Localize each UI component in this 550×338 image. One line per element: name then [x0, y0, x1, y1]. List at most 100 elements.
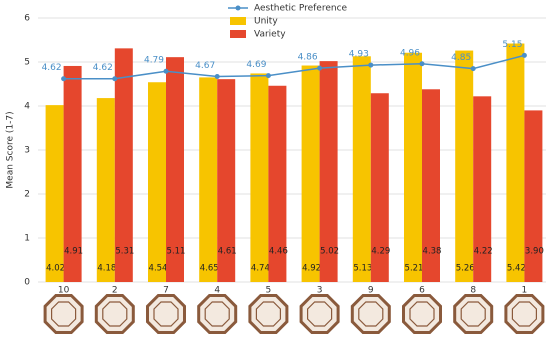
bar	[45, 105, 64, 283]
line-point	[419, 61, 425, 67]
line-value-label: 4.79	[144, 56, 164, 66]
bar	[96, 98, 115, 282]
bar-value-label: 3.90	[525, 247, 544, 257]
bar	[455, 50, 474, 283]
pattern-icon	[248, 294, 289, 334]
legend-label: Unity	[254, 17, 278, 27]
bar-value-label: 4.02	[46, 264, 65, 274]
pattern-icon	[146, 294, 186, 334]
line-point	[368, 62, 374, 68]
bar-value-label: 4.18	[97, 264, 116, 274]
y-tick-label: 5	[24, 58, 30, 68]
line-value-label: 4.96	[400, 48, 420, 58]
x-tick-label: 3	[317, 286, 323, 296]
bar-value-label: 5.13	[353, 264, 372, 274]
bar	[301, 65, 320, 283]
line-value-label: 4.62	[93, 63, 113, 73]
bar	[319, 61, 338, 283]
pattern-icon	[299, 294, 340, 334]
bar-value-label: 4.65	[200, 264, 219, 274]
pattern-icon	[453, 294, 494, 334]
pattern-icon-inner	[153, 301, 179, 327]
bar-value-label: 5.02	[320, 247, 339, 257]
bar	[473, 96, 492, 282]
line-point	[112, 76, 118, 82]
pattern-icon	[402, 294, 442, 334]
pattern-icon-inner	[204, 301, 230, 327]
line-point	[317, 65, 323, 71]
line-point	[163, 68, 169, 74]
pattern-icon-inner	[358, 301, 384, 327]
line	[63, 54, 525, 80]
line-value-label: 4.62	[42, 63, 62, 73]
x-tick-label: 9	[368, 286, 374, 296]
x-tick-label: 7	[163, 286, 169, 296]
bar-value-label: 5.42	[507, 264, 526, 274]
line-value-label: 5.15	[502, 40, 522, 50]
bar	[352, 56, 371, 282]
y-axis-label: Mean Score (1-7)	[6, 111, 16, 188]
line-value-label: 4.85	[451, 53, 471, 63]
bar-value-label: 4.61	[218, 247, 237, 257]
bar-value-label: 4.29	[371, 247, 390, 257]
line-point	[214, 74, 220, 80]
x-tick-label: 8	[470, 286, 476, 296]
legend-label: Variety	[254, 30, 286, 40]
line-point	[521, 52, 527, 58]
bar-value-label: 4.38	[423, 247, 442, 257]
pattern-icon-inner	[460, 301, 486, 327]
bar-value-label: 4.74	[251, 264, 270, 274]
bar	[506, 43, 525, 282]
bar	[370, 93, 389, 283]
y-tick-label: 3	[24, 146, 30, 156]
legend-marker	[235, 5, 241, 11]
bar-value-label: 5.31	[115, 247, 134, 257]
pattern-icon	[350, 294, 391, 334]
x-tick-label: 1	[522, 286, 528, 296]
y-tick-label: 6	[24, 14, 30, 24]
bar	[166, 57, 184, 282]
line-value-label: 4.67	[195, 61, 215, 71]
bar	[268, 85, 287, 282]
x-tick-label: 6	[419, 286, 425, 296]
bar-value-label: 5.11	[167, 247, 186, 257]
pattern-icon	[43, 294, 84, 334]
bar-value-label: 5.21	[405, 264, 424, 274]
x-tick-label: 5	[266, 286, 272, 296]
bar	[404, 52, 422, 283]
bar-value-label: 4.54	[149, 264, 168, 274]
line-value-label: 4.86	[298, 53, 318, 63]
pattern-icon	[197, 294, 238, 334]
pattern-icon-inner	[255, 301, 281, 327]
legend-swatch	[230, 30, 246, 38]
bar	[524, 110, 543, 283]
bar	[148, 82, 166, 283]
legend-label: Aesthetic Preference	[254, 4, 348, 14]
x-tick-label: 2	[112, 286, 118, 296]
pattern-icon-inner	[307, 301, 333, 327]
x-tick-label: 10	[58, 286, 70, 296]
line-point	[265, 73, 271, 79]
pattern-icon-inner	[511, 301, 538, 327]
y-tick-label: 1	[24, 234, 30, 244]
y-tick-label: 0	[24, 278, 30, 288]
pattern-icon	[504, 294, 545, 334]
pattern-icon-inner	[409, 301, 435, 327]
bar	[199, 77, 218, 283]
bar	[114, 48, 133, 282]
line-point	[61, 76, 67, 82]
y-tick-label: 2	[24, 190, 30, 200]
bar	[217, 79, 236, 282]
bar-value-label: 5.26	[456, 264, 475, 274]
bar	[63, 65, 82, 283]
line-point	[470, 66, 476, 72]
x-tick-label: 4	[214, 286, 220, 296]
legend-swatch	[230, 17, 246, 25]
bar-value-label: 4.91	[64, 247, 83, 257]
pattern-icon	[94, 294, 135, 334]
bar	[422, 89, 440, 282]
bar-value-label: 4.46	[269, 247, 288, 257]
pattern-icon-inner	[50, 301, 77, 327]
pattern-icon-inner	[102, 301, 128, 327]
